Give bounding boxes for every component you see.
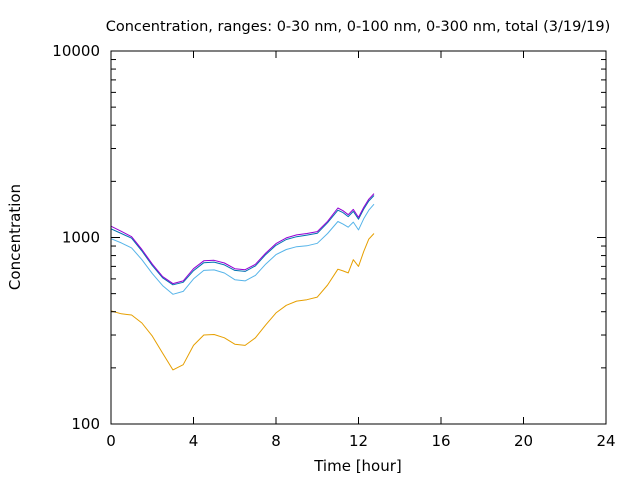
series-line-1 — [110, 233, 375, 371]
x-tick-label: 0 — [106, 432, 116, 450]
series-line-3 — [110, 195, 375, 286]
y-axis-title: Concentration — [6, 184, 24, 290]
series-line-2 — [110, 203, 375, 295]
series-line-4 — [110, 193, 375, 285]
x-tick-label: 20 — [514, 432, 533, 450]
axis-ticks: 0 4 8 12 16 20 24 100 1000 10000 — [52, 42, 615, 450]
x-tick-label: 4 — [189, 432, 199, 450]
x-tick-label: 8 — [271, 432, 281, 450]
y-tick-label: 10000 — [52, 42, 100, 60]
plot-area — [110, 193, 375, 371]
plot-frame — [110, 50, 607, 425]
chart-title: Concentration, ranges: 0-30 nm, 0-100 nm… — [106, 19, 611, 35]
x-axis-title: Time [hour] — [313, 457, 402, 475]
y-tick-label: 100 — [71, 415, 100, 433]
x-tick-label: 24 — [596, 432, 615, 450]
x-tick-label: 12 — [349, 432, 368, 450]
x-tick-label: 16 — [431, 432, 450, 450]
y-tick-label: 1000 — [62, 229, 100, 247]
